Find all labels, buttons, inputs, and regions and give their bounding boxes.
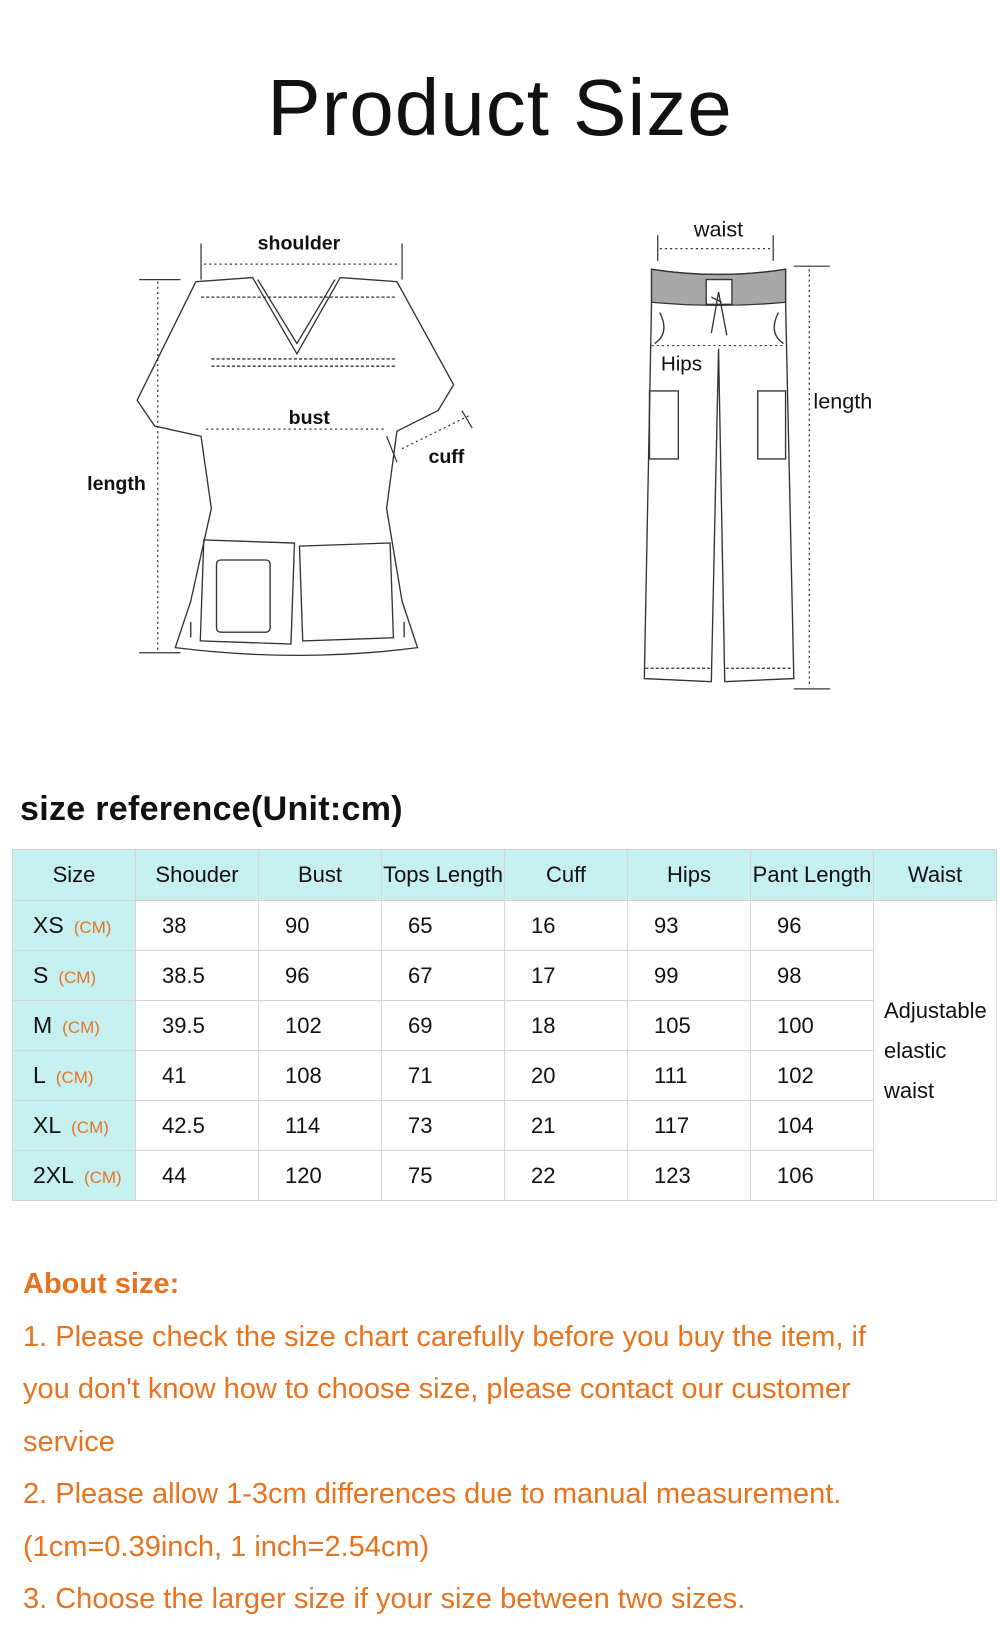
- hips-label: Hips: [661, 352, 702, 375]
- header-bust: Bust: [258, 849, 382, 901]
- tops-length-cell: 67: [381, 950, 505, 1001]
- unit-label: (CM): [58, 968, 97, 987]
- table-row: XL (CM) 42.5 114 73 21 117 104: [12, 1100, 997, 1151]
- scrub-top-illustration: [136, 276, 455, 657]
- cuff-cell: 18: [504, 1000, 628, 1051]
- cuff-cell: 21: [504, 1100, 628, 1151]
- size-cell: XS (CM): [12, 900, 136, 951]
- size-reference-heading: size reference(Unit:cm): [20, 790, 403, 828]
- pant-length-cell: 102: [750, 1050, 874, 1101]
- shoulder-cell: 38: [135, 900, 259, 951]
- size-table: Size Shouder Bust Tops Length Cuff Hips …: [12, 849, 997, 1201]
- about-line: service: [23, 1425, 115, 1458]
- size-label: S: [33, 962, 49, 988]
- shoulder-cell: 42.5: [135, 1100, 259, 1151]
- bust-cell: 114: [258, 1100, 382, 1151]
- size-label: XL: [33, 1112, 62, 1138]
- pant-length-cell: 98: [750, 950, 874, 1001]
- size-label: M: [33, 1012, 53, 1038]
- cuff-cell: 20: [504, 1050, 628, 1101]
- pant-length-cell: 104: [750, 1100, 874, 1151]
- table-row: S (CM) 38.5 96 67 17 99 98: [12, 950, 997, 1001]
- header-shoulder: Shouder: [135, 849, 259, 901]
- size-label: 2XL: [33, 1162, 74, 1188]
- about-line: 2. Please allow 1-3cm differences due to…: [23, 1478, 842, 1510]
- cuff-cell: 16: [504, 900, 628, 951]
- shoulder-cell: 38.5: [135, 950, 259, 1001]
- bust-cell: 90: [258, 900, 382, 951]
- pant-length-label: length: [813, 388, 872, 413]
- waist-note-line: elastic: [884, 1037, 947, 1063]
- waist-note-cell: Adjustable elastic waist: [873, 900, 997, 1201]
- shoulder-label: shoulder: [258, 233, 341, 255]
- pants-illustration: [643, 268, 795, 683]
- header-size: Size: [12, 849, 136, 901]
- bust-cell: 120: [258, 1150, 382, 1201]
- cuff-cell: 22: [504, 1150, 628, 1201]
- shoulder-cell: 44: [135, 1150, 259, 1201]
- table-row: 2XL (CM) 44 120 75 22 123 106: [12, 1150, 997, 1201]
- unit-label: (CM): [55, 1068, 94, 1087]
- header-hips: Hips: [627, 849, 751, 901]
- waist-label: waist: [693, 216, 743, 241]
- table-row: L (CM) 41 108 71 20 111 102: [12, 1050, 997, 1101]
- waist-note-line: waist: [884, 1077, 935, 1103]
- hips-cell: 111: [627, 1050, 751, 1101]
- hips-cell: 117: [627, 1100, 751, 1151]
- about-size-heading: About size:: [23, 1268, 180, 1300]
- table-row: M (CM) 39.5 102 69 18 105 100: [12, 1000, 997, 1051]
- header-tops-length: Tops Length: [381, 849, 505, 901]
- about-line: 3. Choose the larger size if your size b…: [23, 1583, 746, 1615]
- pant-length-cell: 106: [750, 1150, 874, 1201]
- unit-label: (CM): [71, 1118, 109, 1137]
- scrub-top-measure-lines: [139, 243, 473, 654]
- pants-measure-lines: [651, 235, 830, 690]
- bust-label: bust: [289, 407, 331, 429]
- table-header-row: Size Shouder Bust Tops Length Cuff Hips …: [12, 849, 997, 901]
- shoulder-cell: 41: [135, 1050, 259, 1101]
- bust-cell: 102: [258, 1000, 382, 1051]
- size-cell: L (CM): [12, 1050, 136, 1101]
- pant-length-cell: 100: [750, 1000, 874, 1051]
- size-cell: 2XL (CM): [12, 1150, 136, 1201]
- tops-length-cell: 71: [381, 1050, 505, 1101]
- about-line: 1. Please check the size chart carefully…: [23, 1320, 867, 1353]
- hips-cell: 123: [627, 1150, 751, 1201]
- size-label: L: [33, 1062, 46, 1088]
- size-cell: M (CM): [12, 1000, 136, 1051]
- tops-length-cell: 73: [381, 1100, 505, 1151]
- top-length-label: length: [87, 473, 146, 495]
- about-size-section: About size: 1. Please check the size cha…: [23, 1258, 983, 1626]
- size-cell: S (CM): [12, 950, 136, 1001]
- hips-cell: 105: [627, 1000, 751, 1051]
- tops-length-cell: 65: [381, 900, 505, 951]
- header-cuff: Cuff: [504, 849, 628, 901]
- size-label: XS: [33, 912, 64, 938]
- hips-cell: 99: [627, 950, 751, 1001]
- unit-label: (CM): [83, 1168, 122, 1187]
- page-title: Product Size: [267, 63, 733, 152]
- header-waist: Waist: [873, 849, 997, 901]
- size-cell: XL (CM): [12, 1100, 136, 1151]
- about-line: (1cm=0.39inch, 1 inch=2.54cm): [23, 1530, 430, 1563]
- unit-label: (CM): [62, 1018, 100, 1037]
- table-row: XS (CM) 38 90 65 16 93 96 Adjustable elastic waist: [12, 900, 997, 1201]
- bust-cell: 108: [258, 1050, 382, 1101]
- tops-length-cell: 69: [381, 1000, 505, 1051]
- shoulder-cell: 39.5: [135, 1000, 259, 1051]
- cuff-cell: 17: [504, 950, 628, 1001]
- cuff-label: cuff: [428, 446, 464, 468]
- about-line: you don't know how to choose size, pleas…: [23, 1373, 851, 1405]
- waist-note-line: Adjustable: [884, 997, 987, 1023]
- bust-cell: 96: [258, 950, 382, 1001]
- pant-length-cell: 96: [750, 900, 874, 951]
- unit-label: (CM): [73, 918, 112, 937]
- hips-cell: 93: [627, 900, 751, 951]
- header-pant-length: Pant Length: [750, 849, 874, 901]
- tops-length-cell: 75: [381, 1150, 505, 1201]
